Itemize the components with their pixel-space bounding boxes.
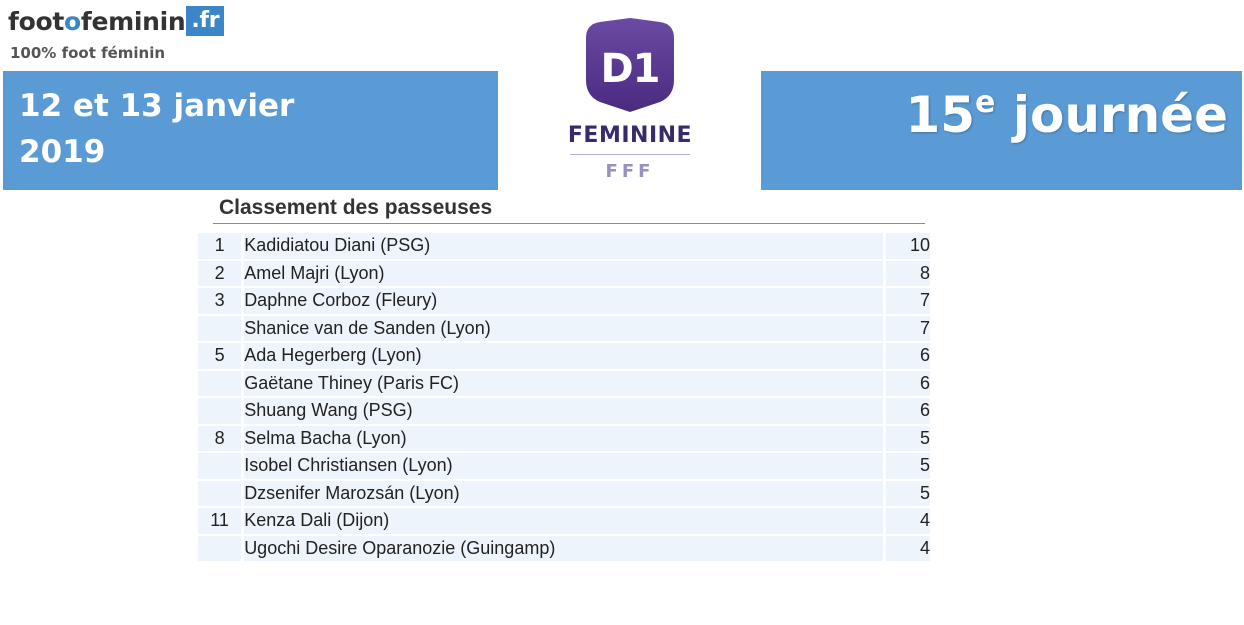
table-title: Classement des passeuses (219, 196, 493, 219)
site-logo[interactable]: footofeminin .fr 100% foot féminin (8, 6, 248, 66)
date-banner: 12 et 13 janvier 2019 (3, 71, 498, 190)
table-row: 8 Selma Bacha (Lyon) 5 (198, 425, 930, 453)
assists-cell: 10 (885, 233, 930, 261)
player-cell: Shuang Wang (PSG) (244, 398, 886, 426)
assists-cell: 4 (885, 508, 930, 536)
assists-cell: 6 (885, 370, 930, 398)
logo-tagline: 100% foot féminin (10, 44, 166, 62)
logo-wordmark: footofeminin .fr (8, 6, 225, 38)
rank-cell: 11 (198, 508, 245, 536)
player-cell: Gaëtane Thiney (Paris FC) (244, 370, 886, 398)
player-cell: Ugochi Desire Oparanozie (Guingamp) (244, 535, 886, 563)
rank-cell: 3 (198, 288, 245, 316)
rank-cell (198, 370, 245, 398)
table-row: Shanice van de Sanden (Lyon) 7 (198, 315, 930, 343)
player-cell: Selma Bacha (Lyon) (244, 425, 886, 453)
assists-cell: 6 (885, 343, 930, 371)
player-cell: Kadidiatou Diani (PSG) (244, 233, 886, 261)
rank-cell (198, 398, 245, 426)
logo-part-o: o (63, 7, 81, 36)
rank-cell (198, 315, 245, 343)
assists-cell: 7 (885, 288, 930, 316)
round-word: journée (1012, 86, 1228, 144)
d1-feminine-label: FEMININE (567, 123, 693, 148)
rank-cell: 1 (198, 233, 245, 261)
round-number: 15 (905, 86, 976, 144)
player-cell: Kenza Dali (Dijon) (244, 508, 886, 536)
logo-tld: .fr (186, 6, 225, 36)
table-row: Gaëtane Thiney (Paris FC) 6 (198, 370, 930, 398)
logo-part-feminin: feminin (80, 7, 186, 36)
player-cell: Dzsenifer Marozsán (Lyon) (244, 480, 886, 508)
assists-cell: 6 (885, 398, 930, 426)
table-row: Dzsenifer Marozsán (Lyon) 5 (198, 480, 930, 508)
assists-table-body: 1 Kadidiatou Diani (PSG) 10 2 Amel Majri (Ly… (198, 233, 930, 563)
rank-cell (198, 453, 245, 481)
rank-cell (198, 535, 245, 563)
assists-cell: 4 (885, 535, 930, 563)
assists-cell: 5 (885, 453, 930, 481)
table-row: 11 Kenza Dali (Dijon) 4 (198, 508, 930, 536)
table-row: Ugochi Desire Oparanozie (Guingamp) 4 (198, 535, 930, 563)
round-banner: 15e journée (761, 71, 1242, 190)
assists-cell: 5 (885, 480, 930, 508)
table-row: 3 Daphne Corboz (Fleury) 7 (198, 288, 930, 316)
player-cell: Daphne Corboz (Fleury) (244, 288, 886, 316)
table-row: 5 Ada Hegerberg (Lyon) 6 (198, 343, 930, 371)
round-title: 15e journée (905, 85, 1228, 145)
player-cell: Amel Majri (Lyon) (244, 260, 886, 288)
title-divider (213, 223, 925, 224)
table-row: Shuang Wang (PSG) 6 (198, 398, 930, 426)
match-date: 12 et 13 janvier 2019 (19, 88, 295, 170)
assists-table: 1 Kadidiatou Diani (PSG) 10 2 Amel Majri (Ly… (198, 233, 930, 563)
assists-cell: 5 (885, 425, 930, 453)
round-suffix: e (975, 85, 996, 120)
player-cell: Ada Hegerberg (Lyon) (244, 343, 886, 371)
table-row: 2 Amel Majri (Lyon) 8 (198, 260, 930, 288)
table-row: 1 Kadidiatou Diani (PSG) 10 (198, 233, 930, 261)
d1-shield-icon (586, 18, 674, 112)
assists-cell: 8 (885, 260, 930, 288)
d1-feminine-logo: D1 FEMININE FFF (510, 8, 750, 190)
player-cell: Shanice van de Sanden (Lyon) (244, 315, 886, 343)
d1-badge-text: D1 (600, 46, 660, 92)
rank-cell: 2 (198, 260, 245, 288)
assists-cell: 7 (885, 315, 930, 343)
rank-cell (198, 480, 245, 508)
table-row: Isobel Christiansen (Lyon) 5 (198, 453, 930, 481)
player-cell: Isobel Christiansen (Lyon) (244, 453, 886, 481)
rank-cell: 8 (198, 425, 245, 453)
rank-cell: 5 (198, 343, 245, 371)
fff-label: FFF (605, 162, 655, 178)
logo-part-foot: foot (8, 7, 64, 36)
d1-divider (570, 154, 690, 155)
